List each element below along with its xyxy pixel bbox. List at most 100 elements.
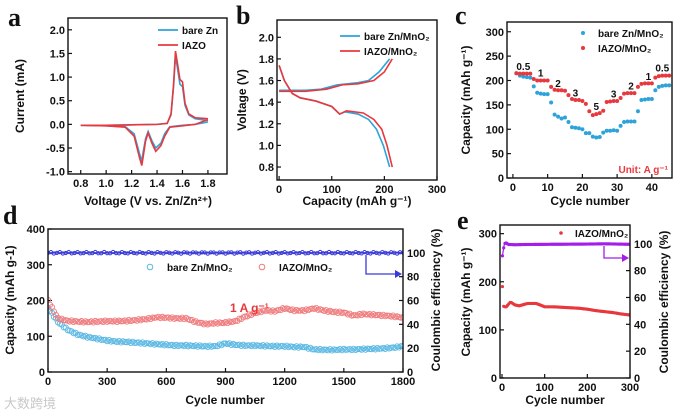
x-tick-label: 1.2 [124,178,139,190]
legend-label: IAZO/MnO₂ [364,47,417,58]
data-point [372,312,379,319]
data-point [303,343,310,350]
x-tick-label: 1.8 [200,178,215,190]
y-axis-title: Capacity (mAh g-1) [3,245,17,354]
data-point [265,343,272,350]
data-point [212,342,219,350]
panel-b: b 0 100 200 300 0.8 1.0 1.2 1.4 1.6 1.8 2.0 Capacity… [235,1,446,208]
y-tick-label: 0 [491,373,497,385]
y-tick-label: 150 [486,100,504,112]
data-point [366,345,373,353]
data-point [549,100,554,105]
y-tick-label: 100 [486,124,504,136]
x-tick-label: 1800 [391,376,415,388]
data-point [632,91,637,96]
x-tick-label: 600 [157,376,175,388]
data-point [601,130,606,135]
legend: bare Zn/MnO₂ IAZO/MnO₂ [340,32,430,58]
data-point [226,340,233,347]
data-point [52,311,59,318]
arrow-to-right-axis [603,246,624,259]
data-point [667,83,672,88]
data-point [535,78,540,83]
legend: IAZO/MnO₂ [559,229,628,240]
y2-tick-label: 20 [407,343,419,355]
data-point [632,119,637,124]
rate-label: 3 [573,89,579,100]
data-point [608,99,613,104]
data-point [590,113,595,118]
data-point [583,131,588,136]
data-point [96,318,103,325]
data-point [206,320,213,327]
data-point [569,97,574,102]
data-point [60,324,67,331]
data-point [601,108,606,113]
y-tick-label: 0.5 [50,96,65,108]
data-point [524,71,529,76]
rate-label: 0.5 [516,62,530,73]
y2-axis-title: Coulombic efficiency (%) [429,229,443,372]
data-point [299,344,306,351]
data-point [147,316,154,323]
y-tick-label: 0.8 [259,162,274,174]
data-point [277,343,284,350]
y-tick-label: -0.5 [46,143,65,155]
data-point [556,88,561,93]
panel-letter: d [3,201,18,230]
rate-label: 5 [593,102,599,113]
data-point [566,119,571,124]
plot-frame [276,19,438,181]
data-point [60,317,67,324]
data-point [649,81,654,86]
legend-marker [581,31,585,35]
y-tick-label: 200 [27,296,45,308]
y-tick-label: 300 [486,27,504,39]
data-point [92,334,99,341]
y-tick-label: 400 [27,224,45,236]
data-point [321,346,328,353]
rate-label: 1 [538,69,544,80]
data-point [188,316,196,323]
x-tick-label: 300 [98,376,116,388]
data-point [559,88,564,93]
data-point [332,346,339,353]
data-point [594,112,599,117]
data-point [163,314,170,321]
y2-tick-label: 0 [634,373,640,385]
data-point [629,119,634,124]
series-line-bare [279,58,391,92]
data-point [289,306,296,313]
data-point [350,312,357,319]
y-tick-label: 300 [479,229,497,241]
x-tick-label: 20 [576,182,588,194]
watermark: 大数跨境 [4,396,56,411]
panel-d: d0 300 600 900 1200 1500 180001002003004000204… [3,201,443,407]
data-point [538,78,543,83]
legend-marker [258,263,266,271]
x-tick-label: 200 [578,382,596,394]
plot-area [48,249,403,354]
panel-letter: e [457,206,469,235]
data-point [58,315,65,322]
y2-tick-label: 60 [634,292,646,304]
legend-label: IAZO/MnO₂ [279,263,332,274]
plot-frame [67,17,228,175]
y2-tick-label: 40 [634,319,646,331]
rate-annotation: 1 A g⁻¹ [230,301,269,315]
data-point [390,312,397,319]
data-point [252,310,259,317]
data-point [646,81,651,86]
data-point [173,315,180,322]
data-point [100,336,107,343]
legend-label: bare Zn/MnO₂ [364,32,430,43]
rate-label: 2 [628,81,634,92]
legend-label: IAZO/MnO₂ [598,44,651,55]
data-point [521,71,526,76]
arrow-head-icon [622,254,629,262]
data-point [542,78,547,83]
rate-label: 2 [555,79,561,90]
data-point [313,305,320,312]
